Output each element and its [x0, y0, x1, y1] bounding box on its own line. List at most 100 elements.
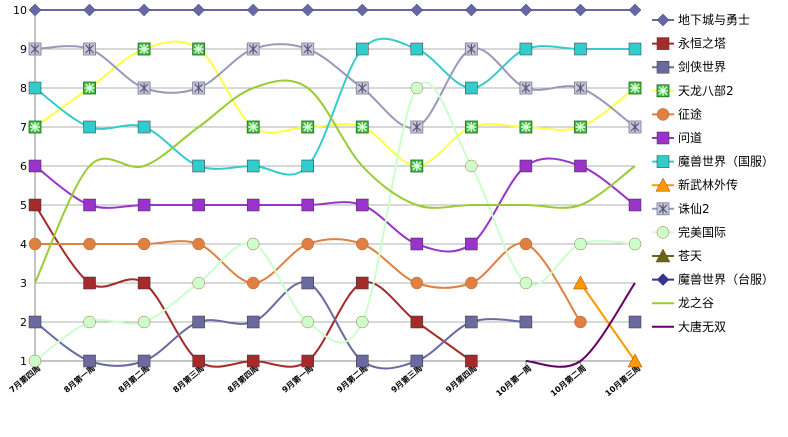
y-tick-label: 1: [20, 355, 27, 368]
series-line: [34, 79, 636, 284]
data-point: [28, 237, 42, 251]
data-point: [656, 131, 670, 145]
data-point: [301, 276, 314, 290]
data-point-star: [193, 44, 204, 54]
data-point: [356, 354, 369, 368]
legend-label: 魔兽世界（国服）: [678, 154, 774, 169]
data-point: [192, 354, 205, 368]
data-point-star: [466, 122, 477, 132]
data-point-star: [520, 122, 531, 132]
data-point: [356, 198, 369, 212]
legend-label: 天龙八部2: [678, 83, 734, 98]
data-point: [301, 120, 315, 134]
data-point: [519, 237, 533, 251]
data-point: [83, 315, 96, 329]
data-point: [192, 159, 205, 173]
legend-entry: 苍天: [652, 248, 702, 263]
data-point: [656, 273, 670, 286]
data-point: [246, 276, 260, 290]
legend-label: 征途: [678, 106, 702, 121]
data-point: [83, 81, 96, 95]
data-point: [137, 198, 151, 212]
data-point: [628, 81, 642, 95]
legend-label: 龙之谷: [678, 296, 714, 310]
data-point: [301, 159, 314, 173]
data-point: [574, 120, 587, 134]
series-9: [28, 42, 642, 134]
data-point: [137, 3, 151, 17]
legend-entry: 大唐无双: [652, 319, 726, 334]
data-point: [192, 3, 205, 17]
data-point-x: [194, 83, 204, 93]
legend-entry: 诛仙2: [652, 202, 710, 216]
data-point: [656, 60, 670, 74]
data-point: [192, 81, 206, 95]
data-point: [519, 3, 533, 17]
data-point: [246, 198, 260, 212]
data-point-star: [630, 83, 640, 93]
data-point: [192, 237, 205, 251]
data-point-x: [357, 83, 367, 93]
data-point: [465, 354, 478, 368]
data-point: [246, 120, 260, 134]
legend-entry: 永恒之塔: [652, 37, 726, 51]
legend-label: 问道: [678, 131, 702, 145]
legend-label: 完美国际: [678, 224, 726, 239]
legend-label: 魔兽世界（台服）: [678, 272, 774, 287]
data-point: [28, 315, 42, 329]
data-point-x: [412, 122, 422, 132]
y-tick-label: 5: [20, 199, 27, 212]
data-point: [519, 159, 533, 173]
data-point: [356, 315, 369, 329]
data-point: [28, 198, 42, 212]
data-point: [301, 237, 314, 251]
data-point: [192, 315, 205, 329]
data-point: [355, 3, 369, 17]
data-point-star: [139, 44, 150, 54]
legend-label: 苍天: [678, 249, 702, 263]
y-tick-label: 2: [20, 316, 27, 329]
legend-entry: 征途: [652, 106, 702, 121]
data-point: [246, 42, 260, 56]
data-point: [656, 202, 670, 216]
legend-label: 新武林外传: [678, 177, 738, 192]
data-point: [465, 81, 478, 95]
legend-entry: 魔兽世界（国服）: [652, 154, 774, 169]
legend-entry: 天龙八部2: [652, 83, 734, 98]
data-point: [410, 276, 424, 290]
y-tick-label: 3: [20, 277, 27, 290]
legend-entry: 剑侠世界: [652, 59, 726, 74]
y-tick-label: 8: [20, 82, 27, 95]
data-point: [628, 3, 642, 17]
data-point: [192, 42, 206, 56]
series-4: [28, 40, 642, 173]
series-7: [28, 37, 642, 176]
legend-entry: 新武林外传: [652, 177, 738, 192]
data-point-star: [411, 161, 422, 171]
data-point: [655, 248, 671, 263]
data-point: [246, 354, 260, 368]
data-point: [28, 3, 42, 17]
y-tick-label: 10: [13, 4, 27, 17]
data-point: [301, 354, 314, 368]
data-point-x: [521, 83, 531, 93]
data-point: [410, 3, 424, 17]
legend-entry: 完美国际: [652, 224, 726, 239]
data-point: [192, 276, 205, 290]
data-point: [410, 354, 424, 368]
data-point: [137, 354, 151, 368]
data-point-x: [466, 44, 476, 54]
data-point: [246, 159, 260, 173]
data-point: [83, 237, 96, 251]
data-point: [465, 3, 478, 17]
data-point: [519, 315, 533, 329]
data-point: [656, 13, 670, 27]
data-point: [628, 198, 642, 212]
data-point: [656, 37, 670, 50]
series-6: [28, 157, 642, 253]
data-point: [246, 315, 260, 329]
legend-label: 大唐无双: [678, 319, 726, 334]
